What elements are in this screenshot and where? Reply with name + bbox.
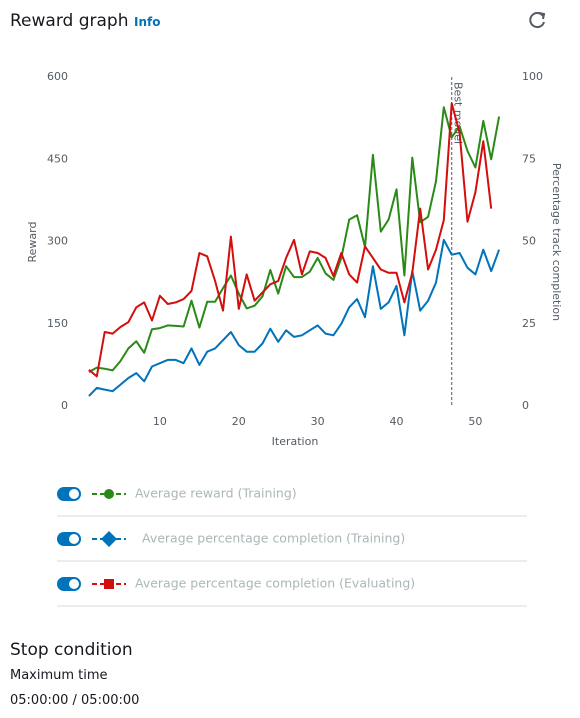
legend-marker (101, 531, 117, 547)
y2-tick-label: 75 (522, 152, 536, 165)
legend-toggle[interactable] (57, 487, 81, 501)
field-label: Maximum time (10, 668, 108, 683)
refresh-arrow (538, 12, 546, 20)
y2-tick-label: 0 (522, 399, 529, 412)
legend-toggle[interactable] (57, 532, 81, 546)
x-tick-label: 40 (390, 415, 404, 428)
y-tick-label: 150 (47, 317, 68, 330)
y2-tick-label: 100 (522, 70, 543, 83)
legend-marker (104, 489, 114, 499)
y-tick-label: 0 (61, 399, 68, 412)
refresh-icon (529, 12, 545, 29)
toggle-knob (69, 534, 79, 544)
y2-tick-label: 25 (522, 317, 536, 330)
y2-axis-label: Percentage track completion (550, 163, 563, 321)
y-tick-label: 450 (47, 152, 68, 165)
refresh-button[interactable] (529, 12, 546, 29)
series-line (88, 102, 493, 378)
toggle-knob (69, 579, 79, 589)
series-line (88, 106, 501, 373)
x-tick-label: 10 (153, 415, 167, 428)
annotation-label: Best model (452, 82, 465, 144)
x-tick-label: 20 (232, 415, 246, 428)
panel-title: Reward graph (10, 11, 128, 31)
legend-toggle[interactable] (57, 577, 81, 591)
field-value: 05:00:00 / 05:00:00 (10, 693, 139, 708)
y-axis-label: Reward (26, 222, 39, 263)
legend-marker (104, 579, 114, 589)
legend-label: Average percentage completion (Evaluatin… (135, 576, 415, 591)
series-line (88, 238, 501, 397)
y-tick-label: 300 (47, 235, 68, 248)
section-title: Stop condition (10, 640, 133, 660)
x-tick-label: 30 (311, 415, 325, 428)
y-tick-label: 600 (47, 70, 68, 83)
y2-tick-label: 50 (522, 235, 536, 248)
info-link[interactable]: Info (134, 15, 160, 29)
x-axis-label: Iteration (272, 435, 319, 448)
legend-label: Average percentage completion (Training) (142, 531, 405, 546)
legend-label: Average reward (Training) (135, 486, 297, 501)
toggle-knob (69, 489, 79, 499)
x-tick-label: 50 (468, 415, 482, 428)
